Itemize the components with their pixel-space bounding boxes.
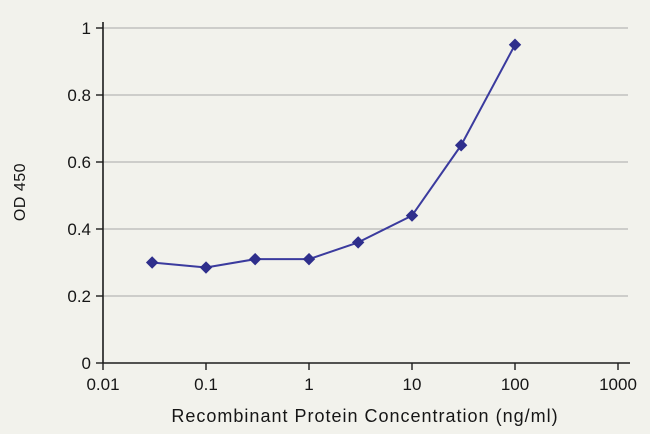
y-tick-label: 0.4 xyxy=(67,220,91,239)
data-point-marker xyxy=(199,261,213,274)
y-tick-label: 1 xyxy=(82,19,91,38)
data-point-marker xyxy=(508,38,522,51)
data-point-marker xyxy=(351,236,365,249)
x-axis-title: Recombinant Protein Concentration (ng/ml… xyxy=(171,406,559,426)
y-tick-label: 0.6 xyxy=(67,153,91,172)
x-tick-label: 0.01 xyxy=(86,375,119,394)
data-line xyxy=(152,44,516,269)
data-point-marker xyxy=(454,139,468,152)
x-tick-label: 100 xyxy=(501,375,529,394)
x-tick-label: 0.1 xyxy=(194,375,218,394)
x-tick-label: 1 xyxy=(304,375,313,394)
data-point-marker xyxy=(145,256,159,269)
y-tick-label: 0.8 xyxy=(67,86,91,105)
x-tick-label: 1000 xyxy=(599,375,637,394)
data-point-marker xyxy=(302,252,316,266)
x-tick-label: 10 xyxy=(403,375,422,394)
y-tick-label: 0.2 xyxy=(67,287,91,306)
data-point-marker xyxy=(405,209,419,222)
y-tick-label: 0 xyxy=(82,354,91,373)
data-point-marker xyxy=(248,252,262,266)
y-axis-title: OD 450 xyxy=(12,162,29,222)
